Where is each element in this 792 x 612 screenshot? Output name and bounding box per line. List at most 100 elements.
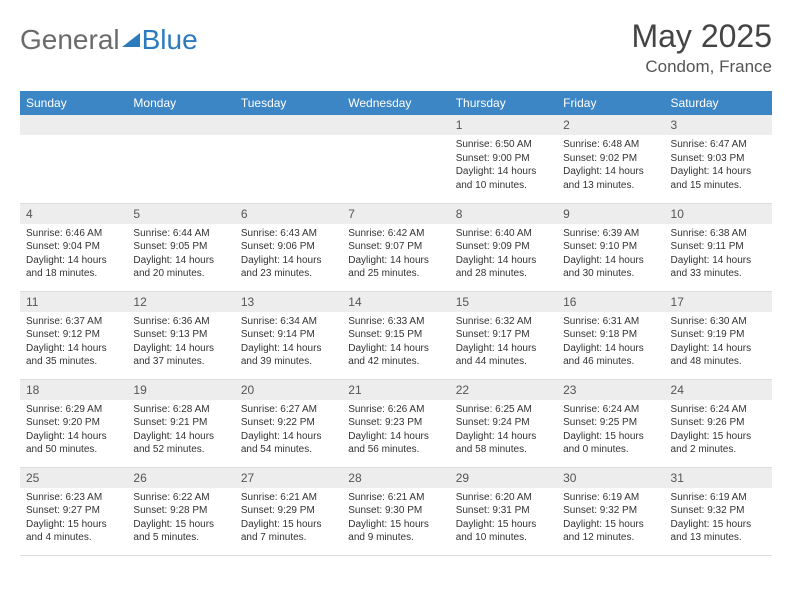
day-number: 15 xyxy=(450,292,557,312)
calendar-week-row: 4Sunrise: 6:46 AMSunset: 9:04 PMDaylight… xyxy=(20,203,772,291)
weekday-header: Friday xyxy=(557,91,664,115)
day-number: 7 xyxy=(342,204,449,224)
day-number: 9 xyxy=(557,204,664,224)
day-details: Sunrise: 6:48 AMSunset: 9:02 PMDaylight:… xyxy=(557,135,664,197)
calendar-header-row: SundayMondayTuesdayWednesdayThursdayFrid… xyxy=(20,91,772,115)
calendar-day-cell: 5Sunrise: 6:44 AMSunset: 9:05 PMDaylight… xyxy=(127,203,234,291)
day-number: 10 xyxy=(665,204,772,224)
calendar-day-cell: 7Sunrise: 6:42 AMSunset: 9:07 PMDaylight… xyxy=(342,203,449,291)
calendar-day-cell: 23Sunrise: 6:24 AMSunset: 9:25 PMDayligh… xyxy=(557,379,664,467)
day-details: Sunrise: 6:39 AMSunset: 9:10 PMDaylight:… xyxy=(557,224,664,286)
day-number: 4 xyxy=(20,204,127,224)
day-details: Sunrise: 6:20 AMSunset: 9:31 PMDaylight:… xyxy=(450,488,557,550)
calendar-day-cell: 27Sunrise: 6:21 AMSunset: 9:29 PMDayligh… xyxy=(235,467,342,555)
day-number: 16 xyxy=(557,292,664,312)
day-details: Sunrise: 6:34 AMSunset: 9:14 PMDaylight:… xyxy=(235,312,342,374)
calendar-table: SundayMondayTuesdayWednesdayThursdayFrid… xyxy=(20,91,772,556)
calendar-day-cell: 11Sunrise: 6:37 AMSunset: 9:12 PMDayligh… xyxy=(20,291,127,379)
day-details: Sunrise: 6:19 AMSunset: 9:32 PMDaylight:… xyxy=(665,488,772,550)
day-details: Sunrise: 6:38 AMSunset: 9:11 PMDaylight:… xyxy=(665,224,772,286)
day-details: Sunrise: 6:26 AMSunset: 9:23 PMDaylight:… xyxy=(342,400,449,462)
calendar-empty-cell xyxy=(342,115,449,203)
calendar-day-cell: 28Sunrise: 6:21 AMSunset: 9:30 PMDayligh… xyxy=(342,467,449,555)
day-details: Sunrise: 6:32 AMSunset: 9:17 PMDaylight:… xyxy=(450,312,557,374)
day-number: 30 xyxy=(557,468,664,488)
day-number: 29 xyxy=(450,468,557,488)
day-details: Sunrise: 6:36 AMSunset: 9:13 PMDaylight:… xyxy=(127,312,234,374)
day-number: 14 xyxy=(342,292,449,312)
day-number: 13 xyxy=(235,292,342,312)
weekday-header: Wednesday xyxy=(342,91,449,115)
calendar-day-cell: 29Sunrise: 6:20 AMSunset: 9:31 PMDayligh… xyxy=(450,467,557,555)
calendar-day-cell: 12Sunrise: 6:36 AMSunset: 9:13 PMDayligh… xyxy=(127,291,234,379)
brand-triangle-icon xyxy=(122,33,140,47)
day-number: 24 xyxy=(665,380,772,400)
day-details: Sunrise: 6:23 AMSunset: 9:27 PMDaylight:… xyxy=(20,488,127,550)
day-details: Sunrise: 6:37 AMSunset: 9:12 PMDaylight:… xyxy=(20,312,127,374)
day-number: 17 xyxy=(665,292,772,312)
calendar-day-cell: 31Sunrise: 6:19 AMSunset: 9:32 PMDayligh… xyxy=(665,467,772,555)
day-details: Sunrise: 6:47 AMSunset: 9:03 PMDaylight:… xyxy=(665,135,772,197)
calendar-day-cell: 21Sunrise: 6:26 AMSunset: 9:23 PMDayligh… xyxy=(342,379,449,467)
calendar-day-cell: 17Sunrise: 6:30 AMSunset: 9:19 PMDayligh… xyxy=(665,291,772,379)
calendar-day-cell: 20Sunrise: 6:27 AMSunset: 9:22 PMDayligh… xyxy=(235,379,342,467)
day-number: 8 xyxy=(450,204,557,224)
calendar-day-cell: 25Sunrise: 6:23 AMSunset: 9:27 PMDayligh… xyxy=(20,467,127,555)
day-number: 11 xyxy=(20,292,127,312)
day-number: 23 xyxy=(557,380,664,400)
day-details: Sunrise: 6:28 AMSunset: 9:21 PMDaylight:… xyxy=(127,400,234,462)
calendar-day-cell: 13Sunrise: 6:34 AMSunset: 9:14 PMDayligh… xyxy=(235,291,342,379)
calendar-empty-cell xyxy=(127,115,234,203)
calendar-day-cell: 19Sunrise: 6:28 AMSunset: 9:21 PMDayligh… xyxy=(127,379,234,467)
day-details: Sunrise: 6:30 AMSunset: 9:19 PMDaylight:… xyxy=(665,312,772,374)
day-number: 26 xyxy=(127,468,234,488)
day-number: 12 xyxy=(127,292,234,312)
calendar-day-cell: 22Sunrise: 6:25 AMSunset: 9:24 PMDayligh… xyxy=(450,379,557,467)
day-number: 2 xyxy=(557,115,664,135)
day-number: 21 xyxy=(342,380,449,400)
brand-part2: Blue xyxy=(142,24,198,56)
day-details: Sunrise: 6:25 AMSunset: 9:24 PMDaylight:… xyxy=(450,400,557,462)
day-details: Sunrise: 6:46 AMSunset: 9:04 PMDaylight:… xyxy=(20,224,127,286)
calendar-empty-cell xyxy=(235,115,342,203)
calendar-day-cell: 4Sunrise: 6:46 AMSunset: 9:04 PMDaylight… xyxy=(20,203,127,291)
month-title: May 2025 xyxy=(631,18,772,55)
day-details: Sunrise: 6:31 AMSunset: 9:18 PMDaylight:… xyxy=(557,312,664,374)
day-number: 20 xyxy=(235,380,342,400)
calendar-day-cell: 10Sunrise: 6:38 AMSunset: 9:11 PMDayligh… xyxy=(665,203,772,291)
day-number: 6 xyxy=(235,204,342,224)
calendar-week-row: 1Sunrise: 6:50 AMSunset: 9:00 PMDaylight… xyxy=(20,115,772,203)
calendar-day-cell: 26Sunrise: 6:22 AMSunset: 9:28 PMDayligh… xyxy=(127,467,234,555)
day-details: Sunrise: 6:19 AMSunset: 9:32 PMDaylight:… xyxy=(557,488,664,550)
weekday-header: Tuesday xyxy=(235,91,342,115)
day-details: Sunrise: 6:24 AMSunset: 9:25 PMDaylight:… xyxy=(557,400,664,462)
day-details: Sunrise: 6:50 AMSunset: 9:00 PMDaylight:… xyxy=(450,135,557,197)
calendar-day-cell: 16Sunrise: 6:31 AMSunset: 9:18 PMDayligh… xyxy=(557,291,664,379)
brand-part1: General xyxy=(20,24,120,56)
day-details: Sunrise: 6:33 AMSunset: 9:15 PMDaylight:… xyxy=(342,312,449,374)
day-details: Sunrise: 6:44 AMSunset: 9:05 PMDaylight:… xyxy=(127,224,234,286)
calendar-week-row: 18Sunrise: 6:29 AMSunset: 9:20 PMDayligh… xyxy=(20,379,772,467)
calendar-day-cell: 30Sunrise: 6:19 AMSunset: 9:32 PMDayligh… xyxy=(557,467,664,555)
day-number: 25 xyxy=(20,468,127,488)
day-number: 31 xyxy=(665,468,772,488)
header: GeneralBlue May 2025 Condom, France xyxy=(20,18,772,77)
calendar-day-cell: 24Sunrise: 6:24 AMSunset: 9:26 PMDayligh… xyxy=(665,379,772,467)
calendar-week-row: 25Sunrise: 6:23 AMSunset: 9:27 PMDayligh… xyxy=(20,467,772,555)
brand-logo: General Blue xyxy=(20,18,198,56)
calendar-day-cell: 2Sunrise: 6:48 AMSunset: 9:02 PMDaylight… xyxy=(557,115,664,203)
day-details: Sunrise: 6:40 AMSunset: 9:09 PMDaylight:… xyxy=(450,224,557,286)
weekday-header: Thursday xyxy=(450,91,557,115)
calendar-body: 1Sunrise: 6:50 AMSunset: 9:00 PMDaylight… xyxy=(20,115,772,555)
day-details: Sunrise: 6:21 AMSunset: 9:29 PMDaylight:… xyxy=(235,488,342,550)
calendar-day-cell: 14Sunrise: 6:33 AMSunset: 9:15 PMDayligh… xyxy=(342,291,449,379)
calendar-day-cell: 6Sunrise: 6:43 AMSunset: 9:06 PMDaylight… xyxy=(235,203,342,291)
calendar-week-row: 11Sunrise: 6:37 AMSunset: 9:12 PMDayligh… xyxy=(20,291,772,379)
calendar-day-cell: 18Sunrise: 6:29 AMSunset: 9:20 PMDayligh… xyxy=(20,379,127,467)
day-number: 5 xyxy=(127,204,234,224)
day-number: 3 xyxy=(665,115,772,135)
day-number: 19 xyxy=(127,380,234,400)
calendar-day-cell: 8Sunrise: 6:40 AMSunset: 9:09 PMDaylight… xyxy=(450,203,557,291)
weekday-header: Monday xyxy=(127,91,234,115)
weekday-header: Saturday xyxy=(665,91,772,115)
